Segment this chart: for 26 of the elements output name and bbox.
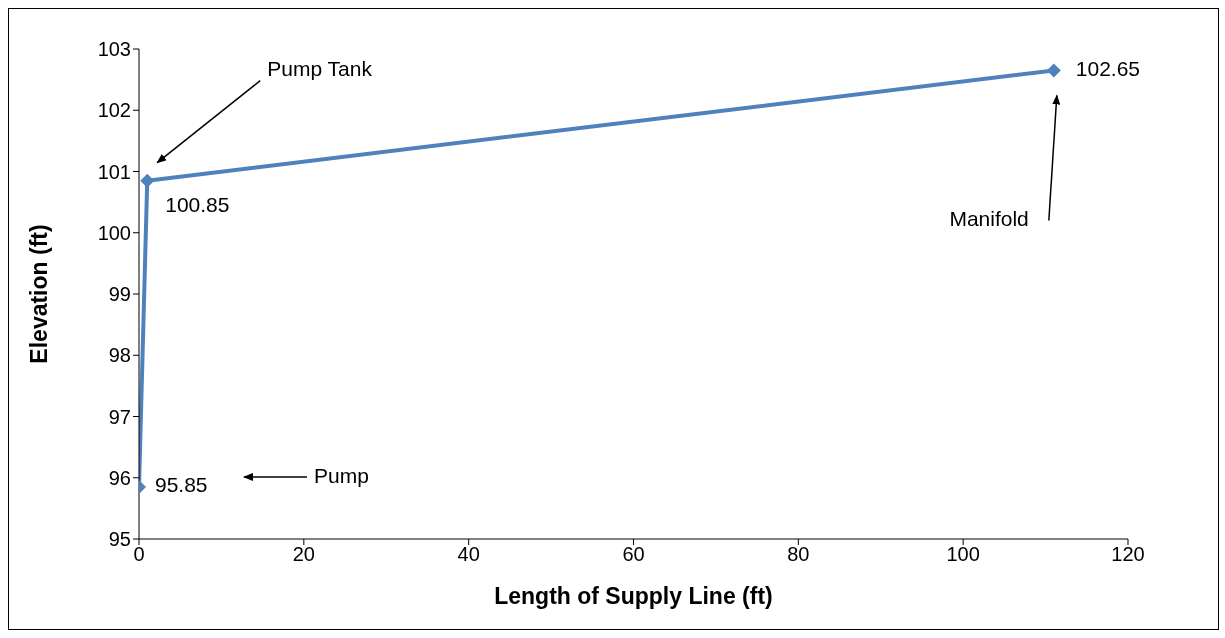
x-tick-label: 100: [946, 543, 980, 566]
point: [140, 173, 155, 188]
y-tick-label: 100: [97, 221, 131, 244]
y-tick-label: 99: [108, 283, 131, 306]
y-tick-label: 102: [97, 99, 131, 122]
data-label: 95.85: [155, 473, 208, 497]
x-tick-label: 60: [622, 543, 645, 566]
x-tick-label: 20: [292, 543, 315, 566]
x-tick-label: 40: [457, 543, 480, 566]
point: [1046, 63, 1061, 78]
x-axis-title: Length of Supply Line (ft): [494, 583, 773, 609]
x-tick-label: 120: [1111, 543, 1145, 566]
annotation: Pump: [314, 464, 369, 488]
y-tick-label: 97: [108, 405, 131, 428]
data-label: 100.85: [165, 193, 230, 217]
y-tick-label: 103: [97, 38, 131, 61]
y-tick-label: 96: [108, 466, 131, 489]
data-label: 102.65: [1075, 56, 1141, 80]
y-tick-label: 98: [108, 344, 131, 367]
x-tick-label: 0: [133, 543, 145, 566]
y-axis-title: Elevation (ft): [26, 224, 53, 364]
y-tick-label: 95: [108, 528, 131, 551]
annotation: Pump Tank: [267, 57, 373, 81]
y-tick-label: 101: [97, 160, 131, 183]
annotation: Manifold: [949, 206, 1029, 230]
x-tick-label: 80: [787, 543, 810, 566]
